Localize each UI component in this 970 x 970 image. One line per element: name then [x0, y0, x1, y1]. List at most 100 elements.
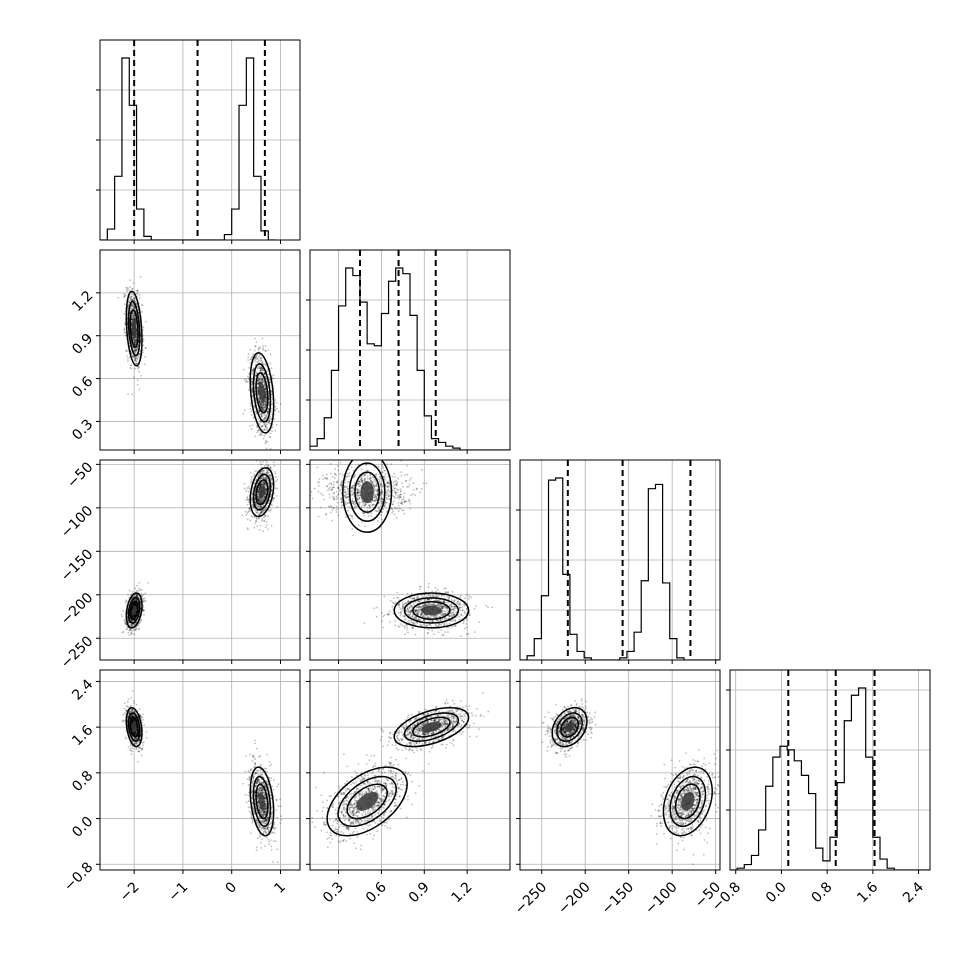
sample-point [131, 305, 134, 307]
sample-point [380, 477, 383, 480]
sample-point [436, 614, 439, 617]
sample-point [260, 499, 263, 502]
sample-point [376, 493, 379, 496]
sample-point [260, 379, 263, 382]
sample-point [264, 476, 267, 479]
sample-point [254, 502, 257, 504]
sample-point [333, 491, 335, 494]
sample-point [355, 494, 358, 496]
sample-point [270, 524, 273, 527]
sample-point [264, 349, 267, 352]
sample-point [443, 599, 446, 602]
sample-point [130, 613, 133, 616]
sample-point [131, 615, 133, 618]
sample-point [130, 632, 133, 634]
sample-point [410, 610, 413, 613]
sample-point [345, 493, 347, 495]
sample-point [363, 514, 366, 517]
sample-point [455, 616, 458, 619]
sample-point [257, 491, 259, 494]
sample-point [267, 422, 270, 424]
sample-point [387, 495, 390, 498]
sample-point [131, 299, 133, 301]
sample-point [126, 355, 129, 358]
sample-point [126, 287, 129, 289]
sample-point [132, 596, 135, 599]
sample-point [406, 592, 409, 595]
sample-point [338, 490, 341, 492]
sample-point [129, 367, 132, 369]
sample-point [400, 502, 403, 504]
sample-point [401, 603, 404, 606]
sample-point [134, 339, 137, 342]
sample-point [253, 406, 256, 409]
sample-point [262, 477, 265, 480]
sample-point [267, 464, 270, 467]
sample-point [253, 475, 255, 478]
sample-point [339, 497, 342, 499]
sample-point [255, 374, 257, 377]
sample-point [424, 604, 426, 606]
sample-point [268, 482, 270, 485]
sample-point [262, 480, 265, 483]
sample-point [385, 494, 388, 497]
sample-point [267, 421, 270, 424]
sample-point [330, 483, 333, 486]
sample-point [263, 416, 266, 419]
sample-point [272, 499, 274, 502]
sample-point [427, 616, 430, 619]
sample-point [414, 609, 416, 612]
sample-point [420, 611, 423, 614]
sample-point [260, 498, 263, 501]
sample-point [130, 293, 133, 296]
sample-point [374, 493, 377, 496]
sample-point [253, 349, 256, 352]
sample-point [392, 597, 395, 600]
sample-point [135, 360, 138, 363]
sample-point [389, 599, 392, 602]
sample-point [259, 380, 262, 383]
sample-point [308, 494, 310, 496]
sample-point [124, 332, 127, 334]
sample-point [135, 339, 138, 342]
sample-point [245, 380, 248, 383]
sample-point [263, 483, 265, 486]
sample-point [385, 496, 388, 499]
sample-point [266, 471, 269, 474]
sample-point [259, 484, 262, 487]
sample-point [263, 509, 266, 512]
sample-point [268, 401, 270, 404]
sample-point [426, 624, 429, 627]
sample-point [406, 626, 408, 629]
sample-point [475, 605, 478, 608]
sample-point [408, 500, 411, 503]
sample-point [450, 614, 453, 617]
sample-point [131, 316, 134, 319]
sample-point [273, 470, 276, 473]
sample-point [257, 376, 260, 379]
sample-point [127, 303, 130, 306]
sample-point [441, 607, 444, 610]
sample-point [370, 512, 373, 515]
sample-point [453, 605, 456, 608]
sample-point [247, 388, 250, 391]
sample-point [393, 472, 396, 475]
sample-point [257, 398, 260, 400]
sample-point [144, 320, 147, 323]
sample-point [439, 619, 442, 622]
sample-point [136, 362, 139, 365]
sample-point [260, 482, 263, 485]
sample-point [258, 513, 261, 516]
sample-point [435, 616, 437, 618]
sample-point [335, 495, 338, 498]
sample-point [442, 601, 445, 604]
sample-point [254, 360, 257, 362]
sample-point [269, 436, 272, 439]
sample-point [125, 286, 127, 289]
sample-point [453, 600, 456, 603]
sample-point [404, 602, 406, 605]
sample-point [258, 479, 261, 482]
sample-point [468, 595, 471, 598]
sample-point [130, 304, 133, 306]
sample-point [255, 371, 258, 374]
